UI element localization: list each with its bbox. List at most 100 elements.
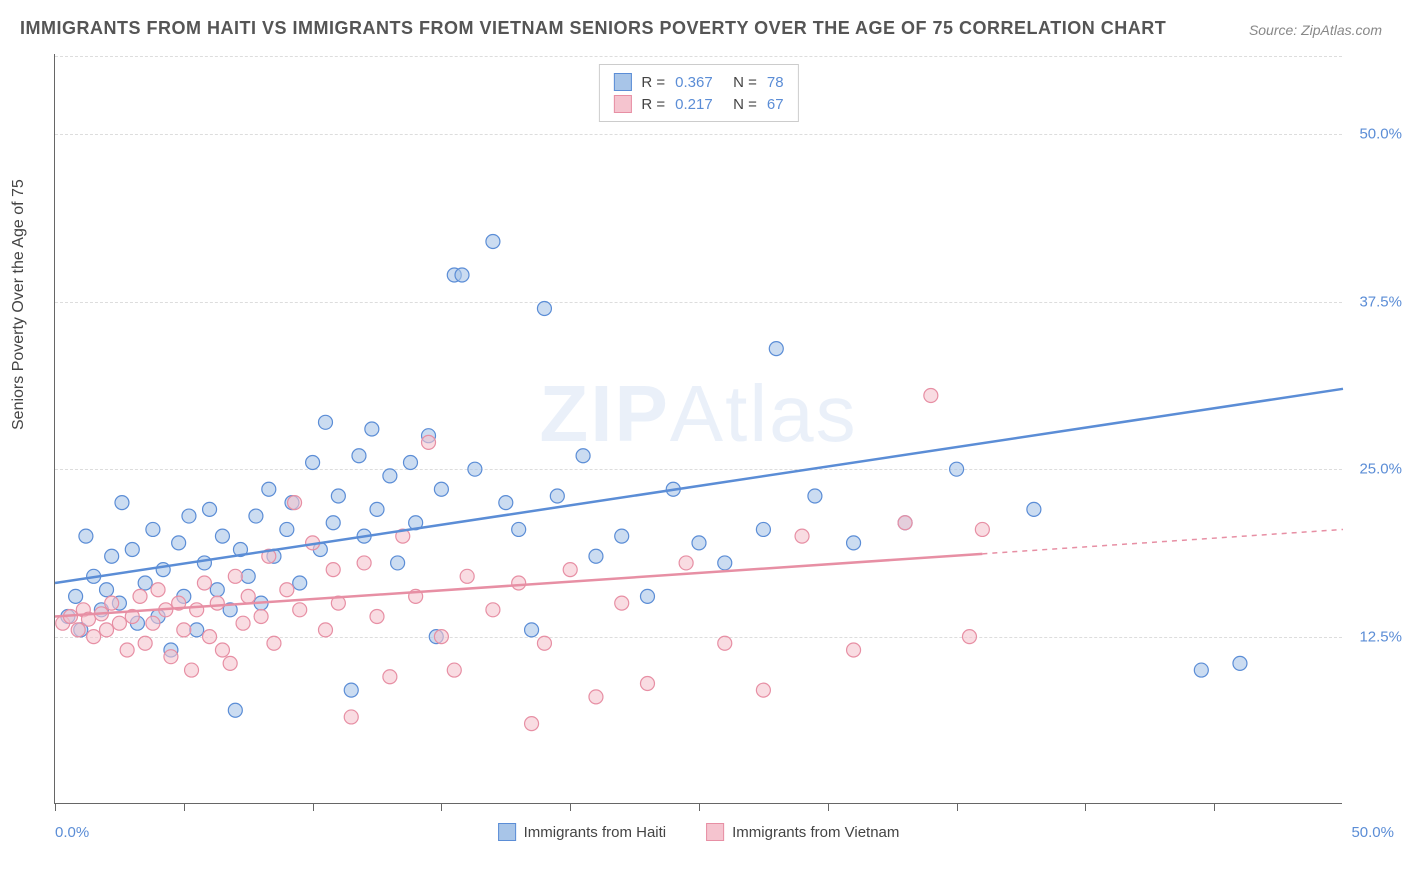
data-point — [71, 623, 85, 637]
data-point — [460, 569, 474, 583]
data-point — [447, 663, 461, 677]
data-point — [950, 462, 964, 476]
data-point — [537, 301, 551, 315]
data-point — [69, 589, 83, 603]
data-point — [105, 596, 119, 610]
data-point — [615, 529, 629, 543]
data-point — [228, 703, 242, 717]
x-tick — [957, 803, 958, 811]
data-point — [692, 536, 706, 550]
y-tick-label: 25.0% — [1347, 461, 1402, 478]
data-point — [455, 268, 469, 282]
data-point — [537, 636, 551, 650]
data-point — [254, 610, 268, 624]
data-point — [563, 563, 577, 577]
x-tick — [441, 803, 442, 811]
y-tick-label: 12.5% — [1347, 628, 1402, 645]
data-point — [352, 449, 366, 463]
legend-item: Immigrants from Vietnam — [706, 823, 899, 841]
data-point — [249, 509, 263, 523]
data-point — [615, 596, 629, 610]
data-point — [1027, 502, 1041, 516]
plot-area: ZIPAtlas 12.5%25.0%37.5%50.0% R =0.367N … — [54, 54, 1342, 804]
chart-title: IMMIGRANTS FROM HAITI VS IMMIGRANTS FROM… — [20, 18, 1166, 39]
data-point — [306, 455, 320, 469]
data-point — [151, 583, 165, 597]
data-point — [718, 556, 732, 570]
data-point — [262, 482, 276, 496]
legend-item: Immigrants from Haiti — [498, 823, 667, 841]
data-point — [293, 576, 307, 590]
data-point — [589, 549, 603, 563]
legend-swatch — [498, 823, 516, 841]
data-point — [125, 543, 139, 557]
data-point — [512, 522, 526, 536]
data-point — [100, 583, 114, 597]
data-point — [210, 583, 224, 597]
data-point — [795, 529, 809, 543]
data-point — [769, 342, 783, 356]
legend-swatch — [613, 73, 631, 91]
data-point — [100, 623, 114, 637]
data-point — [525, 717, 539, 731]
data-point — [847, 643, 861, 657]
data-point — [241, 569, 255, 583]
data-point — [112, 616, 126, 630]
data-point — [357, 556, 371, 570]
data-point — [1194, 663, 1208, 677]
data-point — [172, 536, 186, 550]
data-point — [898, 516, 912, 530]
data-point — [185, 663, 199, 677]
r-value: 0.217 — [675, 96, 723, 113]
data-point — [344, 710, 358, 724]
data-point — [383, 670, 397, 684]
data-point — [847, 536, 861, 550]
data-point — [190, 623, 204, 637]
data-point — [105, 549, 119, 563]
legend-swatch — [706, 823, 724, 841]
data-point — [924, 389, 938, 403]
y-tick-label: 50.0% — [1347, 126, 1402, 143]
data-point — [79, 529, 93, 543]
data-point — [331, 489, 345, 503]
data-point — [146, 616, 160, 630]
series-legend: Immigrants from Haiti Immigrants from Vie… — [498, 823, 900, 841]
x-tick — [1085, 803, 1086, 811]
data-point — [133, 589, 147, 603]
data-point — [365, 422, 379, 436]
data-point — [182, 509, 196, 523]
data-point — [190, 603, 204, 617]
x-tick — [699, 803, 700, 811]
source-attribution: Source: ZipAtlas.com — [1249, 22, 1382, 38]
data-point — [210, 596, 224, 610]
legend-swatch — [613, 95, 631, 113]
data-point — [718, 636, 732, 650]
data-point — [962, 630, 976, 644]
data-point — [197, 556, 211, 570]
data-point — [223, 656, 237, 670]
n-value: 78 — [767, 74, 784, 91]
x-tick — [313, 803, 314, 811]
n-value: 67 — [767, 96, 784, 113]
data-point — [120, 643, 134, 657]
data-point — [525, 623, 539, 637]
data-point — [808, 489, 822, 503]
n-label: N = — [733, 74, 757, 91]
x-tick — [1214, 803, 1215, 811]
data-point — [318, 415, 332, 429]
data-point — [138, 576, 152, 590]
r-value: 0.367 — [675, 74, 723, 91]
data-point — [203, 630, 217, 644]
data-point — [87, 630, 101, 644]
data-point — [280, 522, 294, 536]
data-point — [975, 522, 989, 536]
legend-label: Immigrants from Haiti — [524, 824, 667, 841]
data-point — [422, 435, 436, 449]
data-point — [280, 583, 294, 597]
trend-line — [55, 389, 1343, 583]
scatter-svg — [55, 54, 1342, 803]
data-point — [756, 522, 770, 536]
data-point — [228, 569, 242, 583]
correlation-row: R =0.217N =67 — [613, 93, 783, 115]
data-point — [499, 496, 513, 510]
